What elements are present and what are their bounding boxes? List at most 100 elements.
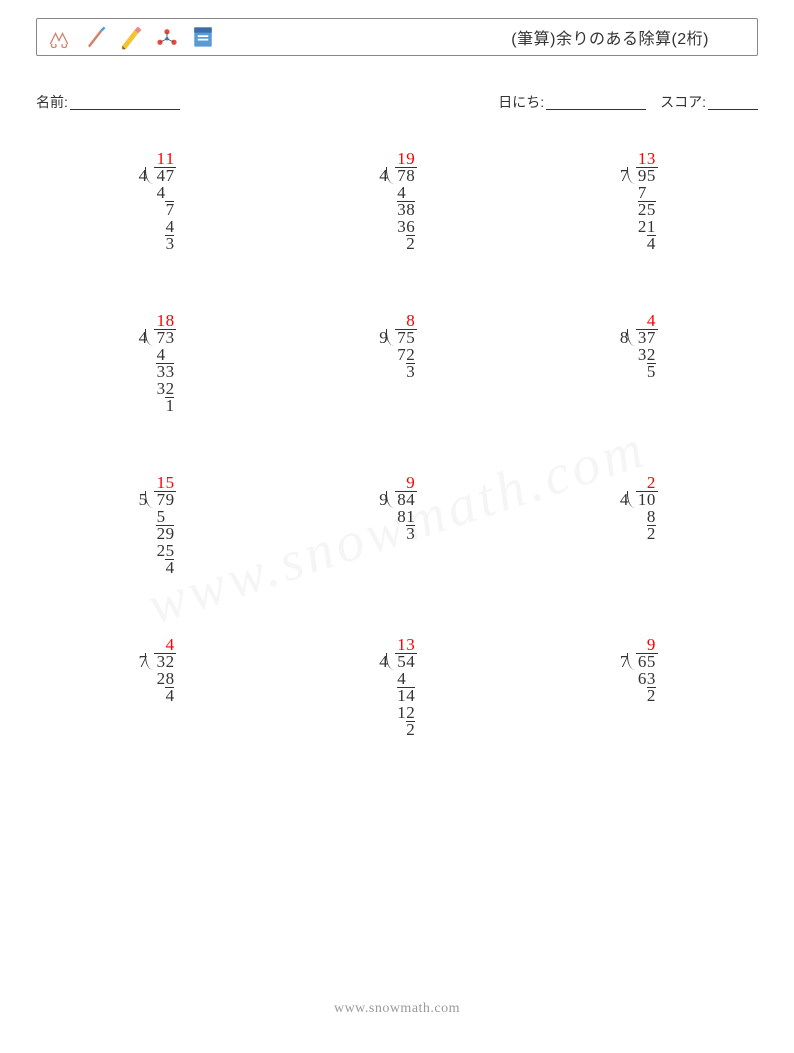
divisor-dividend-row: 984	[379, 491, 415, 508]
long-division-problem: 13795725214	[620, 150, 656, 252]
brush-icon	[81, 23, 109, 51]
quotient-row: 4	[620, 312, 656, 329]
long-division-problem: 241082	[620, 474, 656, 576]
work-row: 32	[620, 346, 656, 363]
work-row: 1	[138, 397, 174, 414]
long-division-problem: 18473433321	[138, 312, 174, 414]
divisor-dividend-row: 765	[620, 653, 656, 670]
problem-cell: 8975723	[277, 312, 518, 414]
divisor-dividend-row: 732	[138, 653, 174, 670]
long-division-problem: 9984813	[379, 474, 415, 576]
work-row: 5	[620, 363, 656, 380]
divisor-dividend-row: 473	[138, 329, 174, 346]
long-division-problem: 8975723	[379, 312, 415, 414]
molecule-icon	[153, 23, 181, 51]
quotient-row: 2	[620, 474, 656, 491]
long-division-problem: 4837325	[620, 312, 656, 414]
quotient-row: 4	[138, 636, 174, 653]
problem-cell: 18473433321	[36, 312, 277, 414]
name-label: 名前:	[36, 92, 68, 112]
clip-icon	[45, 23, 73, 51]
score-blank[interactable]	[708, 90, 758, 110]
quotient-row: 11	[138, 150, 174, 167]
problem-cell: 4732284	[36, 636, 277, 738]
work-row: 12	[379, 704, 415, 721]
work-row: 25	[620, 201, 656, 218]
long-division-problem: 19478438362	[379, 150, 415, 252]
work-row: 4	[620, 235, 656, 252]
work-row: 38	[379, 201, 415, 218]
problem-cell: 114474743	[36, 150, 277, 252]
quotient-row: 13	[379, 636, 415, 653]
work-row: 2	[620, 525, 656, 542]
work-row: 28	[138, 670, 174, 687]
info-row: 名前: 日にち: スコア:	[36, 92, 758, 112]
work-row: 2	[620, 687, 656, 704]
work-row: 14	[379, 687, 415, 704]
problem-cell: 13454414122	[277, 636, 518, 738]
date-label: 日にち:	[498, 92, 544, 112]
work-row: 36	[379, 218, 415, 235]
work-row: 2	[379, 721, 415, 738]
quotient-row: 15	[138, 474, 174, 491]
work-row: 5	[138, 508, 174, 525]
problem-cell: 241082	[517, 474, 758, 576]
work-row: 4	[138, 687, 174, 704]
divisor-dividend-row: 447	[138, 167, 174, 184]
long-division-problem: 114474743	[138, 150, 174, 252]
worksheet-header: (筆算)余りのある除算(2桁)	[36, 18, 758, 56]
divisor-dividend-row: 478	[379, 167, 415, 184]
long-division-problem: 13454414122	[379, 636, 415, 738]
work-row: 4	[138, 346, 174, 363]
work-row: 32	[138, 380, 174, 397]
book-icon	[189, 23, 217, 51]
work-row: 29	[138, 525, 174, 542]
problem-grid: 1144747431947843836213795725214184734333…	[36, 150, 758, 738]
problem-cell: 15579529254	[36, 474, 277, 576]
problem-cell: 9984813	[277, 474, 518, 576]
work-row: 81	[379, 508, 415, 525]
work-row: 21	[620, 218, 656, 235]
divisor-dividend-row: 837	[620, 329, 656, 346]
work-row: 4	[138, 218, 174, 235]
work-row: 72	[379, 346, 415, 363]
divisor-dividend-row: 579	[138, 491, 174, 508]
work-row: 4	[138, 184, 174, 201]
work-row: 4	[379, 670, 415, 687]
divisor-dividend-row: 454	[379, 653, 415, 670]
long-division-problem: 9765632	[620, 636, 656, 738]
quotient-row: 13	[620, 150, 656, 167]
problem-cell: 9765632	[517, 636, 758, 738]
work-row: 4	[379, 184, 415, 201]
work-row: 7	[138, 201, 174, 218]
divisor-dividend-row: 975	[379, 329, 415, 346]
work-row: 7	[620, 184, 656, 201]
long-division-problem: 15579529254	[138, 474, 174, 576]
worksheet-title: (筆算)余りのある除算(2桁)	[217, 25, 749, 49]
problem-cell: 13795725214	[517, 150, 758, 252]
name-blank[interactable]	[70, 90, 180, 110]
quotient-row: 19	[379, 150, 415, 167]
long-division-problem: 4732284	[138, 636, 174, 738]
score-label: スコア:	[660, 92, 706, 112]
work-row: 2	[379, 235, 415, 252]
date-blank[interactable]	[546, 90, 646, 110]
quotient-row: 9	[379, 474, 415, 491]
quotient-row: 18	[138, 312, 174, 329]
work-row: 4	[138, 559, 174, 576]
problem-cell: 4837325	[517, 312, 758, 414]
divisor-dividend-row: 410	[620, 491, 656, 508]
header-icons	[45, 23, 217, 51]
work-row: 3	[138, 235, 174, 252]
quotient-row: 9	[620, 636, 656, 653]
work-row: 3	[379, 363, 415, 380]
work-row: 3	[379, 525, 415, 542]
work-row: 33	[138, 363, 174, 380]
pencil-icon	[117, 23, 145, 51]
problem-cell: 19478438362	[277, 150, 518, 252]
work-row: 63	[620, 670, 656, 687]
work-row: 8	[620, 508, 656, 525]
work-row: 25	[138, 542, 174, 559]
divisor-dividend-row: 795	[620, 167, 656, 184]
quotient-row: 8	[379, 312, 415, 329]
